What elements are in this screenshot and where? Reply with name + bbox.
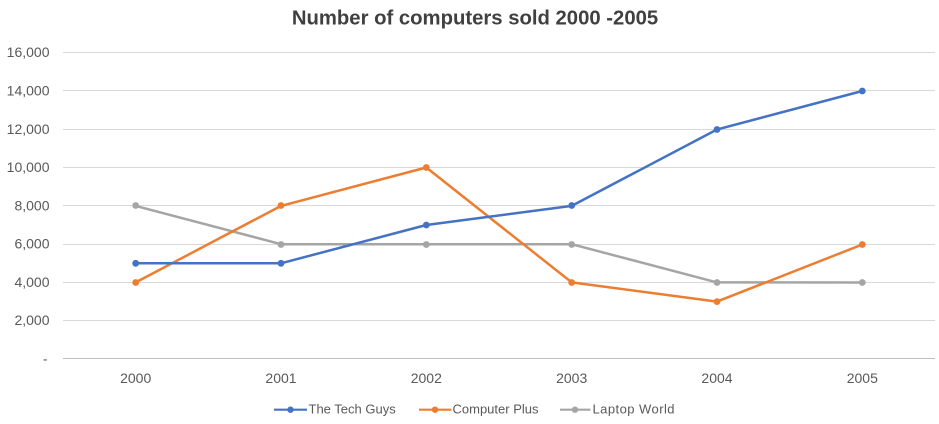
svg-text:14,000: 14,000 [7,83,50,99]
svg-text:16,000: 16,000 [7,44,50,60]
svg-text:2000: 2000 [120,370,151,386]
svg-text:Number of computers sold 2000: Number of computers sold 2000 -2005 [292,8,658,30]
svg-text:10,000: 10,000 [7,159,50,175]
svg-text:12,000: 12,000 [7,121,50,137]
svg-text:-: - [43,351,48,367]
svg-text:The Tech Guys: The Tech Guys [309,402,397,417]
svg-text:4,000: 4,000 [14,274,49,290]
svg-text:2002: 2002 [411,370,442,386]
svg-text:2004: 2004 [701,370,732,386]
svg-text:Computer Plus: Computer Plus [453,402,539,417]
svg-text:6,000: 6,000 [14,236,49,252]
svg-text:2001: 2001 [265,370,296,386]
svg-text:2005: 2005 [847,370,878,386]
svg-text:Laptop World: Laptop World [593,402,676,417]
svg-text:2,000: 2,000 [14,312,49,328]
svg-text:8,000: 8,000 [14,197,49,213]
svg-text:2003: 2003 [556,370,587,386]
